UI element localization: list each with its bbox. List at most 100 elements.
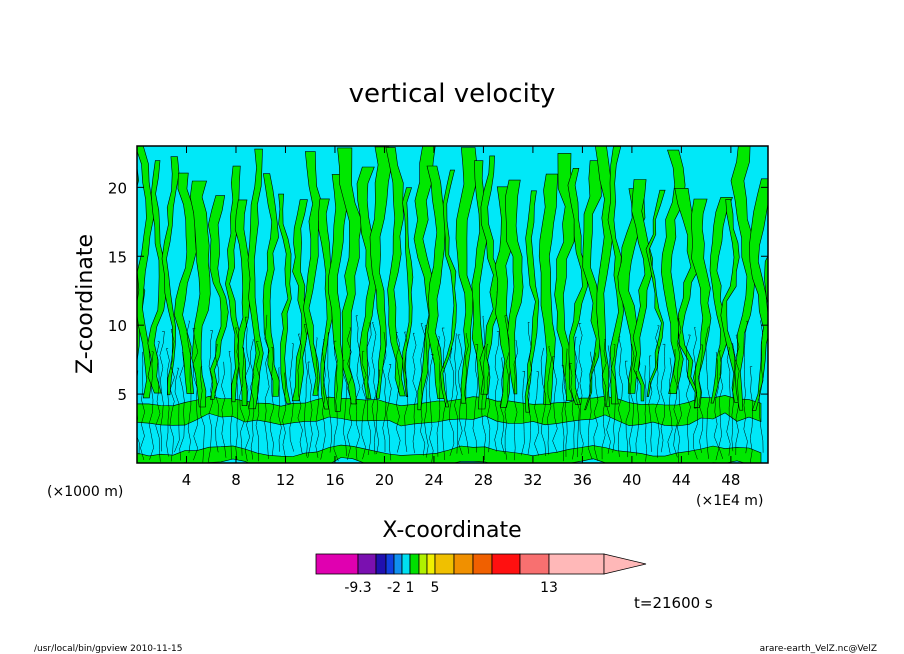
contour-line — [159, 331, 165, 452]
contour-line — [255, 341, 260, 462]
contour-plume — [631, 179, 653, 402]
time-label: t=21600 s — [634, 594, 713, 612]
colorbar-segment — [357, 553, 377, 575]
contour-line — [713, 351, 720, 461]
contour-line — [606, 345, 611, 454]
contour-line — [635, 371, 640, 456]
contour-plume — [582, 160, 602, 411]
x-tick-label: 12 — [276, 471, 295, 489]
colorbar-segment — [426, 553, 436, 575]
colorbar-segment — [409, 553, 420, 575]
contour-line — [472, 344, 479, 453]
contour-line — [428, 354, 434, 463]
x-tick-label: 8 — [231, 471, 241, 489]
contour-line — [449, 347, 455, 456]
contour-line — [403, 331, 409, 453]
contour-line — [464, 333, 470, 454]
contour-line — [221, 361, 227, 458]
contour-line — [371, 322, 377, 455]
plot-area — [137, 146, 768, 463]
contour-line — [625, 360, 631, 458]
contour-line — [534, 371, 540, 456]
contour-line — [660, 343, 666, 453]
contour-line — [333, 340, 339, 462]
colorbar-tick-label: 13 — [540, 580, 558, 596]
y-tick-label: 15 — [108, 248, 127, 266]
contour-line — [610, 344, 617, 453]
contour-line — [361, 350, 367, 460]
contour-line — [574, 336, 580, 458]
contour-line — [521, 371, 526, 456]
colorbar-segment — [472, 553, 493, 575]
contour-plume — [538, 173, 559, 405]
contour-plume — [607, 146, 624, 405]
contour-line — [366, 322, 372, 456]
contour-plume — [749, 178, 768, 411]
contour-line — [705, 326, 710, 459]
contour-line — [552, 356, 558, 453]
contour-line — [155, 341, 161, 462]
contour-line — [207, 330, 213, 463]
colorbar-segment — [418, 553, 428, 575]
contour-line — [601, 339, 607, 460]
contour-line — [169, 329, 175, 462]
footer-right: arare-earth_VelZ.nc@VelZ — [760, 644, 877, 654]
y-tick-label: 20 — [108, 179, 127, 197]
contour-plume — [278, 193, 292, 404]
contour-line — [527, 322, 533, 455]
contour-line — [569, 363, 575, 460]
contour-plume — [402, 187, 414, 397]
contour-line — [718, 350, 724, 459]
contour-plume — [645, 189, 666, 397]
contour-plume — [207, 195, 229, 400]
colorbar-tick-label: -2 — [387, 580, 401, 596]
x-axis-label: X-coordinate — [382, 518, 521, 543]
contour-line — [698, 344, 704, 453]
contour-line — [547, 346, 552, 455]
contour-line — [376, 369, 381, 455]
contour-line-layer — [137, 314, 764, 463]
contour-line — [289, 343, 295, 452]
contour-plume — [147, 160, 168, 394]
colorbar-tick-label: 1 — [406, 580, 415, 596]
contour-line — [743, 320, 748, 454]
contour-line — [303, 324, 308, 457]
y-axis-label: Z-coordinate — [73, 234, 98, 374]
contour-line — [726, 347, 731, 456]
contour-line — [654, 325, 661, 458]
plot-frame — [136, 145, 769, 464]
contour-plume — [161, 156, 180, 396]
contour-plume — [262, 173, 280, 397]
contour-line — [420, 323, 426, 456]
contour-plume — [385, 147, 406, 397]
colorbar-segment — [375, 553, 387, 575]
contour-line — [269, 347, 274, 456]
colorbar-segment — [401, 553, 411, 575]
contour-line — [297, 333, 303, 455]
contour-plume — [730, 146, 756, 411]
x-tick-label: 24 — [424, 471, 443, 489]
x-tick-label: 48 — [721, 471, 740, 489]
contour-line — [386, 364, 392, 461]
contour-plume — [369, 146, 392, 399]
contour-line — [504, 315, 510, 460]
x-tick-label: 32 — [523, 471, 542, 489]
contour-line — [174, 367, 180, 453]
contour-line — [278, 367, 282, 452]
contour-plume — [709, 197, 733, 404]
colorbar-arrow — [603, 553, 647, 575]
contour-plume — [764, 255, 768, 306]
contour-line — [644, 365, 648, 462]
colorbar-segment — [393, 553, 403, 575]
contour-line — [734, 334, 740, 456]
contour-line — [667, 357, 673, 454]
contour-line — [587, 351, 593, 460]
contour-line — [250, 339, 255, 460]
contour-line — [648, 355, 653, 452]
x-unit-right: (×1E4 m) — [696, 493, 763, 509]
contour-plume — [173, 172, 197, 394]
contour-line — [578, 323, 584, 456]
contour-plume — [505, 179, 524, 395]
contour-line — [673, 349, 678, 458]
contour-line — [148, 351, 154, 460]
